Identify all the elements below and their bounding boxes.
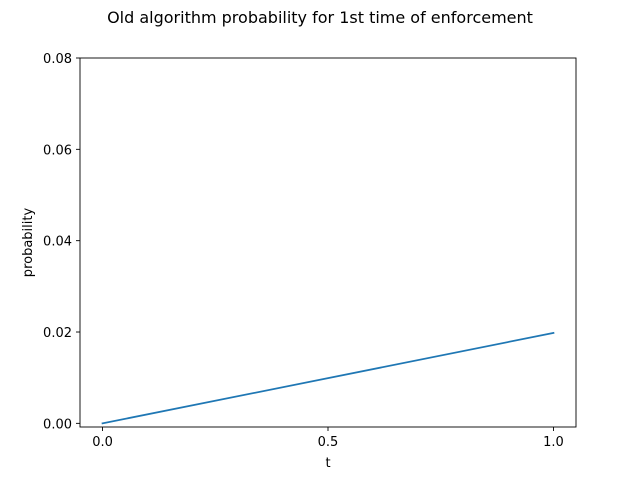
- plot-area-frame: [79, 57, 577, 428]
- x-tick-label: 0.5: [318, 435, 339, 450]
- y-tick-label: 0.02: [43, 326, 72, 341]
- y-tick-label: 0.06: [43, 143, 72, 158]
- chart-title: Old algorithm probability for 1st time o…: [107, 8, 533, 27]
- y-tick-label: 0.08: [43, 52, 72, 67]
- y-tick-label: 0.00: [43, 417, 72, 432]
- series-line-0: [101, 331, 555, 425]
- x-axis-label: t: [325, 456, 330, 471]
- x-tick-label: 1.0: [543, 435, 564, 450]
- y-axis-label: probability: [21, 208, 36, 278]
- x-tick-label: 0.0: [92, 435, 113, 450]
- y-tick-label: 0.04: [43, 235, 72, 250]
